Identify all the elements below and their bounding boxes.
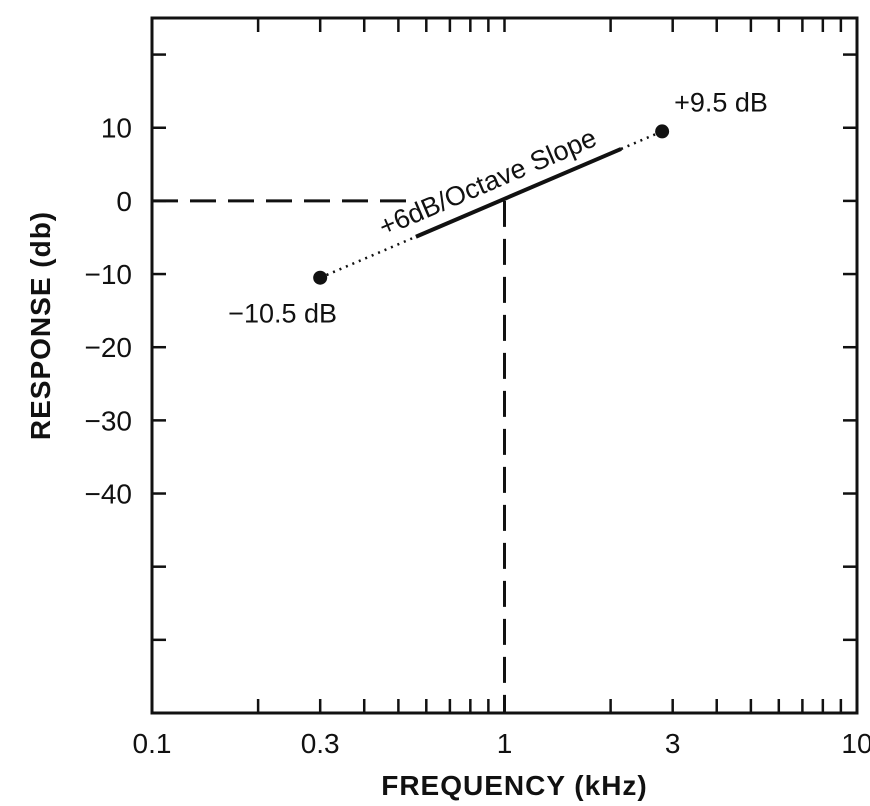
y-axis-label: RESPONSE (db) [25, 211, 56, 440]
slope-solid-line [415, 147, 622, 239]
x-tick-labels: 0.1 0.3 1 3 10 [133, 728, 870, 759]
y-tick-label: −20 [85, 332, 133, 363]
x-tick-label: 1 [497, 728, 513, 759]
x-axis-label: FREQUENCY (kHz) [381, 770, 648, 801]
y-tick-label: −40 [85, 479, 133, 510]
low-point-marker [313, 270, 328, 285]
minor-ticks [152, 18, 857, 713]
x-tick-label: 0.3 [301, 728, 340, 759]
response-series: −10.5 dB +9.5 dB +6dB/Octave Slope [228, 87, 768, 328]
y-tick-label: −10 [85, 259, 133, 290]
low-point-label: −10.5 dB [228, 299, 337, 329]
x-tick-label: 3 [665, 728, 681, 759]
slope-label: +6dB/Octave Slope [374, 123, 600, 242]
y-tick-labels: 10 0 −10 −20 −30 −40 [85, 113, 133, 510]
slope-dotted-end [620, 130, 663, 151]
y-tick-label: 10 [101, 113, 132, 144]
y-tick-label: −30 [85, 405, 133, 436]
high-point-marker [655, 124, 670, 139]
y-tick-label: 0 [116, 186, 132, 217]
reference-lines [152, 199, 506, 713]
high-point-label: +9.5 dB [674, 87, 768, 117]
x-tick-label: 0.1 [133, 728, 172, 759]
x-tick-label: 10 [841, 728, 870, 759]
slope-dotted-start [319, 235, 417, 279]
